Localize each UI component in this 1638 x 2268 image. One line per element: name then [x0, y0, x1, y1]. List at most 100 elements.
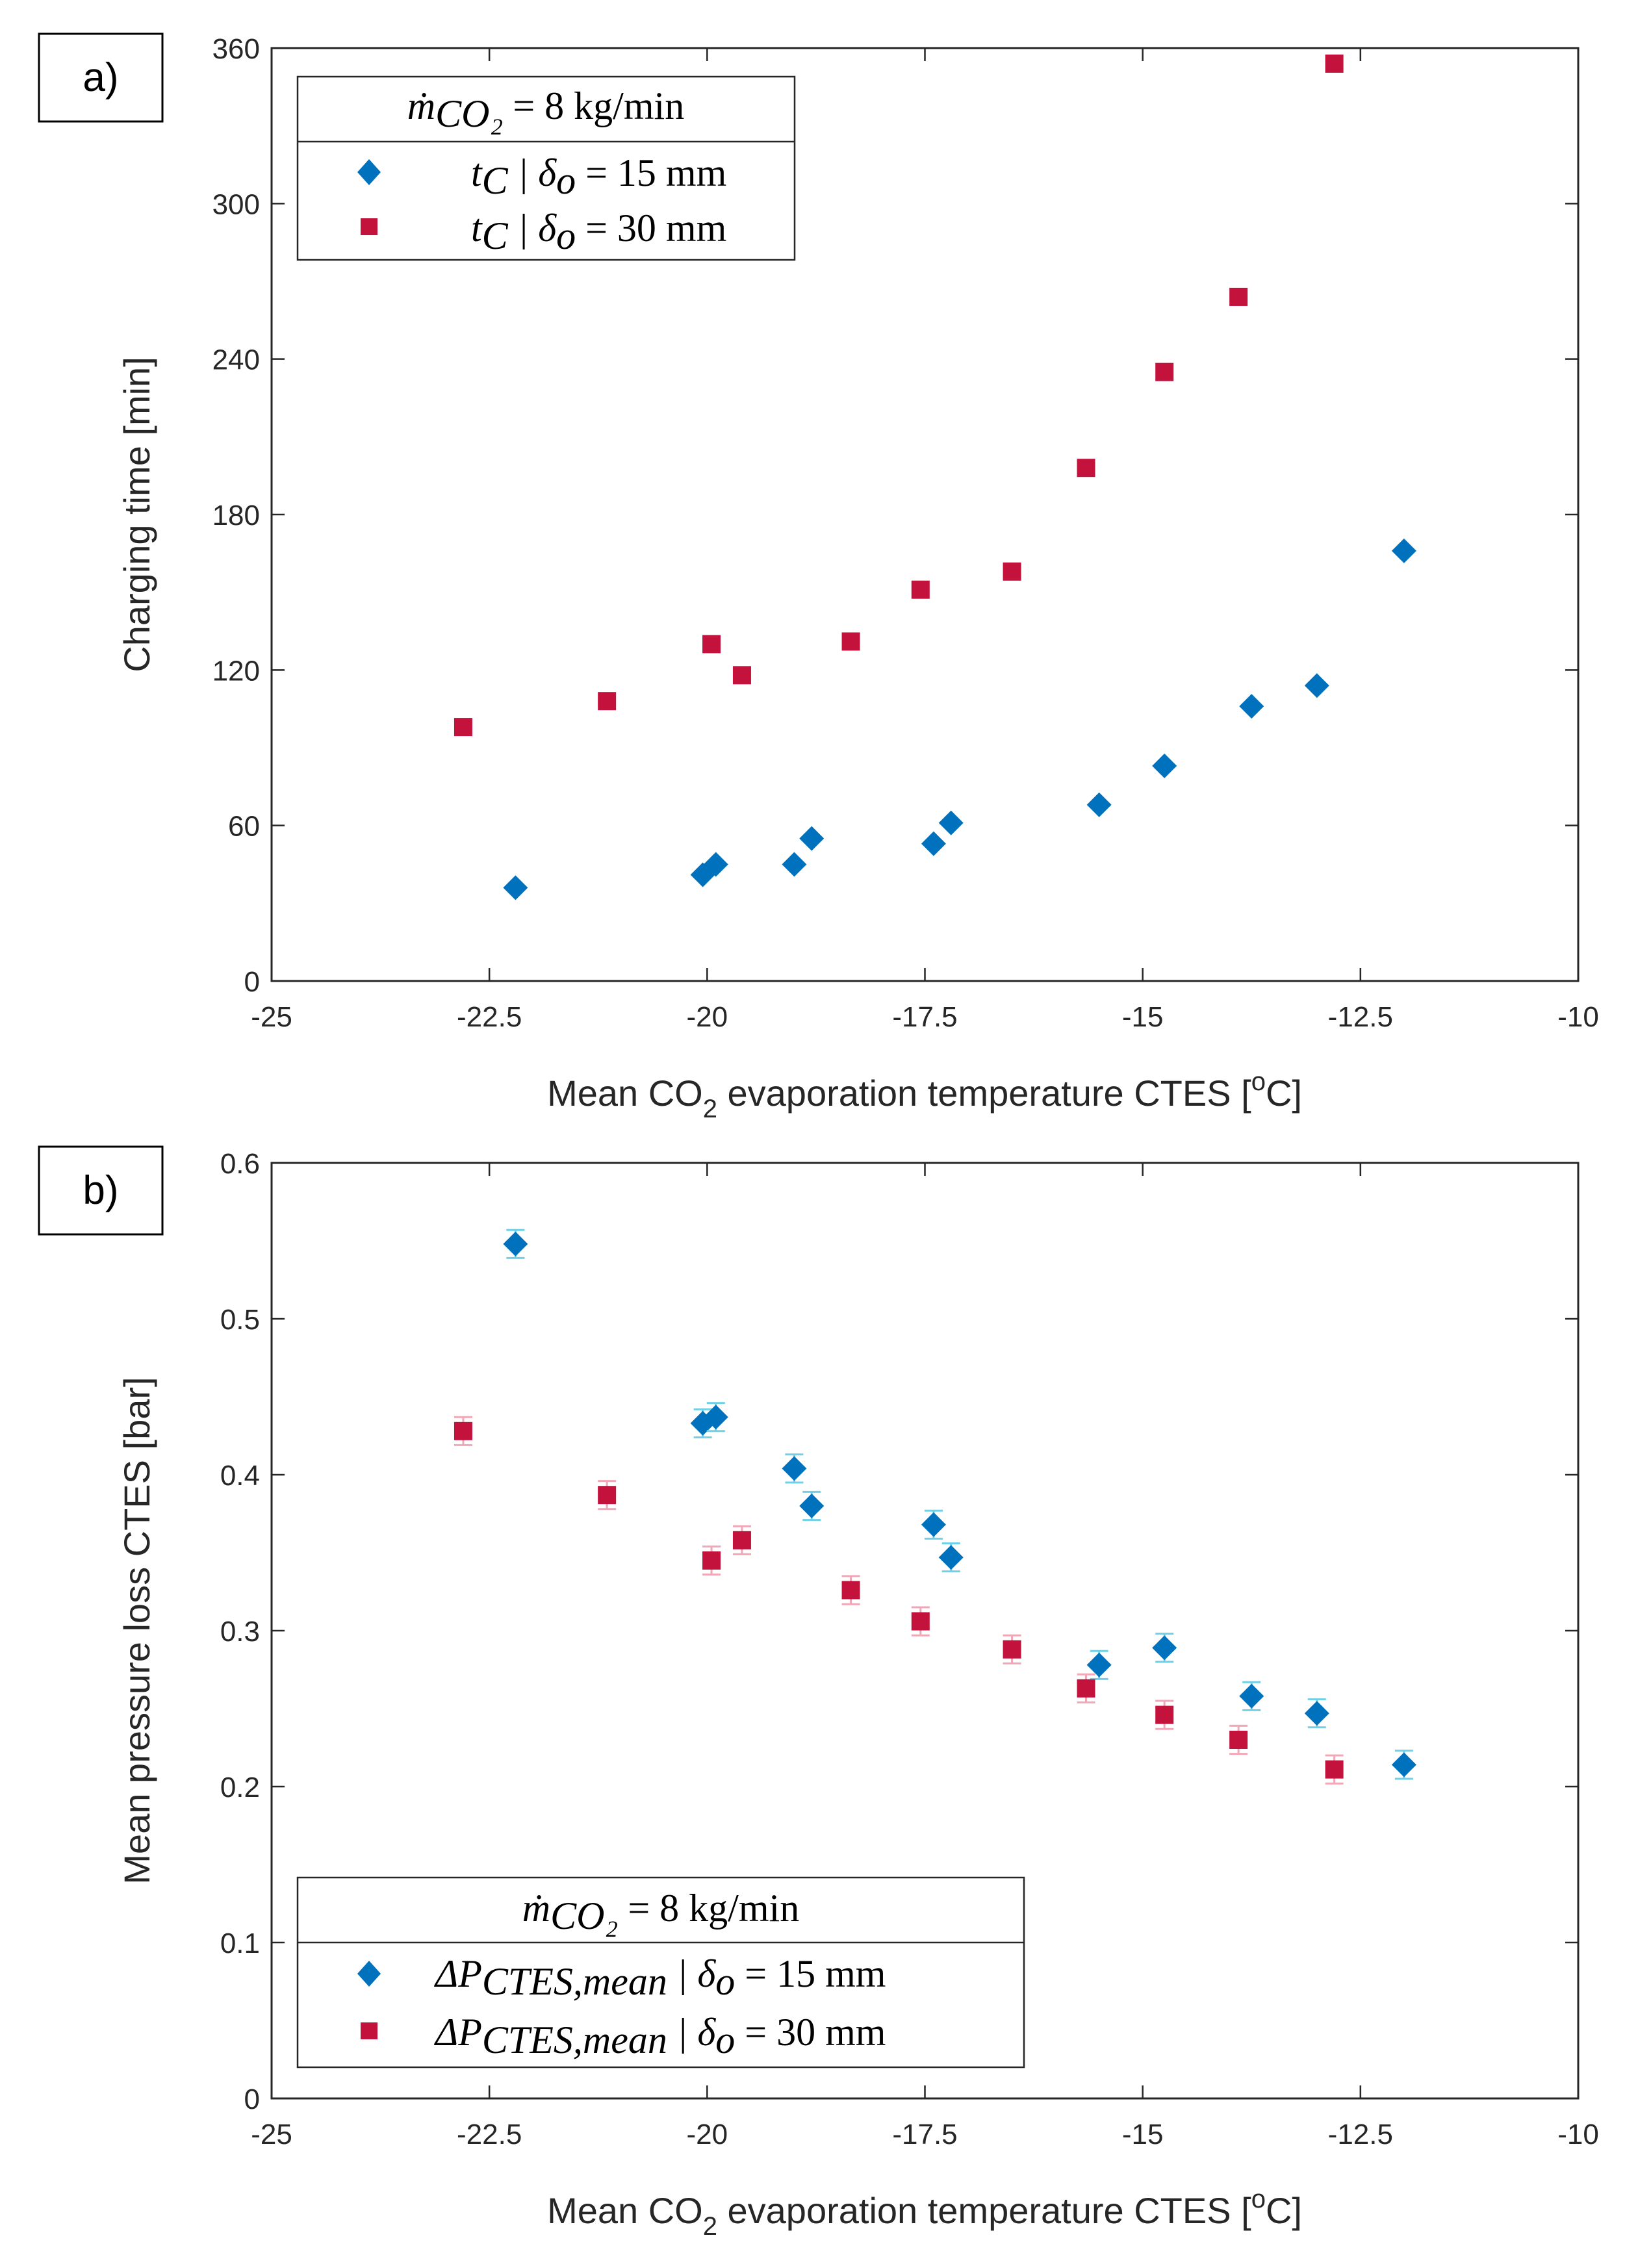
y-tick-label: 60: [228, 811, 260, 843]
data-point-diamond: [1304, 1701, 1329, 1726]
legend-a: ṁCO₂ = 8 kg/min tC | δo = 15 mm tC | δo …: [296, 75, 796, 261]
legend-label-30mm-b: ΔPCTES,mean | δo = 30 mm: [434, 2011, 886, 2061]
x-tick-label: -17.5: [892, 2119, 957, 2150]
data-marks-b: [454, 1229, 1416, 1785]
data-point-diamond: [1086, 1652, 1112, 1677]
data-point-diamond: [921, 1512, 946, 1537]
legend-entry-30mm-b: ΔPCTES,mean | δo = 30 mm: [361, 2011, 886, 2061]
y-tick-label: 0.1: [220, 1928, 260, 1959]
legend-square-marker: [361, 218, 378, 235]
x-axis-label-b: Mean CO2 evaporation temperature CTES [o…: [547, 2185, 1302, 2241]
data-point-diamond: [1152, 753, 1177, 778]
data-point-diamond: [1391, 538, 1416, 563]
panel-label-a: a): [83, 55, 118, 100]
data-point-square: [454, 718, 472, 737]
y-tick-label: 0: [244, 966, 260, 998]
data-point-diamond: [1152, 1635, 1177, 1661]
y-axis-label-b: Mean pressure loss CTES [bar]: [116, 1377, 157, 1884]
data-marks-a: [454, 54, 1416, 900]
y-tick-label: 240: [212, 344, 260, 376]
axis-ticks-b: -25 -22.5 -20 -17.5 -15 -12.5 -10 0 0.1 0.2 0.3 0.4…: [220, 1148, 1599, 2150]
panel-label-box-a: a): [38, 32, 164, 123]
legend-label-30mm-a: tC | δo = 30 mm: [471, 207, 726, 257]
data-point-diamond: [782, 852, 807, 877]
data-point-square: [841, 1581, 860, 1599]
data-point-square: [911, 1612, 930, 1631]
data-point-diamond: [1239, 1683, 1264, 1709]
x-axis-label-a: Mean CO2 evaporation temperature CTES [o…: [547, 1067, 1302, 1123]
data-point-square: [1325, 1760, 1344, 1779]
y-axis-label-a: Charging time [min]: [116, 357, 157, 672]
legend-title-b: ṁCO₂ = 8 kg/min: [522, 1887, 799, 1937]
legend-label-15mm-b: ΔPCTES,mean | δo = 15 mm: [434, 1952, 886, 2003]
legend-diamond-marker: [357, 159, 381, 185]
chart-panel-b: -25 -22.5 -20 -17.5 -15 -12.5 -10 0 0.1 0.2 0.3 0.4…: [38, 1145, 1599, 2241]
data-point-diamond: [703, 852, 728, 877]
data-point-square: [911, 580, 930, 599]
legend-square-marker: [361, 2022, 378, 2039]
data-point-diamond: [503, 1231, 528, 1256]
data-point-diamond: [799, 826, 825, 851]
data-point-square: [1077, 459, 1095, 478]
x-tick-label: -22.5: [457, 2119, 522, 2150]
x-tick-label: -15: [1122, 2119, 1164, 2150]
data-point-square: [732, 1531, 751, 1549]
data-point-diamond: [782, 1456, 807, 1481]
x-tick-label: -10: [1557, 2119, 1599, 2150]
data-point-square: [841, 632, 860, 651]
y-tick-label: 0.2: [220, 1772, 260, 1803]
legend-entry-15mm-a: tC | δo = 15 mm: [357, 151, 726, 202]
data-point-square: [1229, 1731, 1248, 1749]
y-tick-label: 0.3: [220, 1616, 260, 1648]
x-tick-label: -20: [687, 2119, 728, 2150]
data-point-square: [598, 1486, 617, 1505]
y-tick-label: 360: [212, 33, 260, 65]
data-point-diamond: [799, 1494, 825, 1518]
data-point-diamond: [703, 1405, 728, 1430]
legend-label-15mm-a: tC | δo = 15 mm: [471, 151, 726, 202]
x-tick-label: -12.5: [1328, 1001, 1393, 1033]
data-point-diamond: [1304, 673, 1329, 698]
data-point-diamond: [1086, 792, 1112, 817]
data-point-diamond: [503, 875, 528, 900]
data-point-square: [1155, 363, 1174, 381]
data-point-square: [702, 1551, 721, 1570]
x-tick-label: -17.5: [892, 1001, 957, 1033]
x-tick-label: -25: [251, 1001, 292, 1033]
data-point-square: [1077, 1679, 1095, 1698]
data-point-square: [1003, 562, 1021, 581]
legend-b: ṁCO₂ = 8 kg/min ΔPCTES,mean | δo = 15 mm…: [296, 1876, 1025, 2069]
legend-diamond-marker: [357, 1961, 381, 1987]
legend-title-a: ṁCO₂ = 8 kg/min: [407, 84, 684, 135]
y-tick-label: 300: [212, 188, 260, 220]
x-tick-label: -22.5: [457, 1001, 522, 1033]
x-tick-label: -12.5: [1328, 2119, 1393, 2150]
x-tick-label: -15: [1122, 1001, 1164, 1033]
chart-panel-a: -25 -22.5 -20 -17.5 -15 -12.5 -10 0 60 120 180 240 3…: [38, 32, 1599, 1123]
axis-ticks-a: -25 -22.5 -20 -17.5 -15 -12.5 -10 0 60 120 180 240 3…: [212, 33, 1599, 1033]
data-point-square: [1325, 54, 1344, 73]
y-tick-label: 0: [244, 2083, 260, 2115]
y-tick-label: 120: [212, 655, 260, 687]
data-point-square: [702, 635, 721, 654]
y-tick-label: 0.6: [220, 1148, 260, 1180]
panel-label-box-b: b): [38, 1145, 164, 1236]
x-tick-label: -25: [251, 2119, 292, 2150]
legend-entry-30mm-a: tC | δo = 30 mm: [361, 207, 726, 257]
data-point-square: [1229, 287, 1248, 306]
data-point-diamond: [1391, 1752, 1416, 1777]
data-point-diamond: [1239, 694, 1264, 719]
y-tick-label: 0.4: [220, 1460, 260, 1492]
data-point-square: [598, 692, 617, 711]
data-point-diamond: [938, 1545, 964, 1570]
panel-label-b: b): [83, 1168, 118, 1213]
data-point-square: [454, 1421, 472, 1440]
legend-entry-15mm-b: ΔPCTES,mean | δo = 15 mm: [357, 1952, 886, 2003]
data-point-square: [1155, 1705, 1174, 1724]
data-point-diamond: [938, 810, 964, 835]
data-point-square: [732, 666, 751, 685]
x-tick-label: -20: [687, 1001, 728, 1033]
y-tick-label: 0.5: [220, 1304, 260, 1336]
data-point-square: [1003, 1640, 1021, 1659]
